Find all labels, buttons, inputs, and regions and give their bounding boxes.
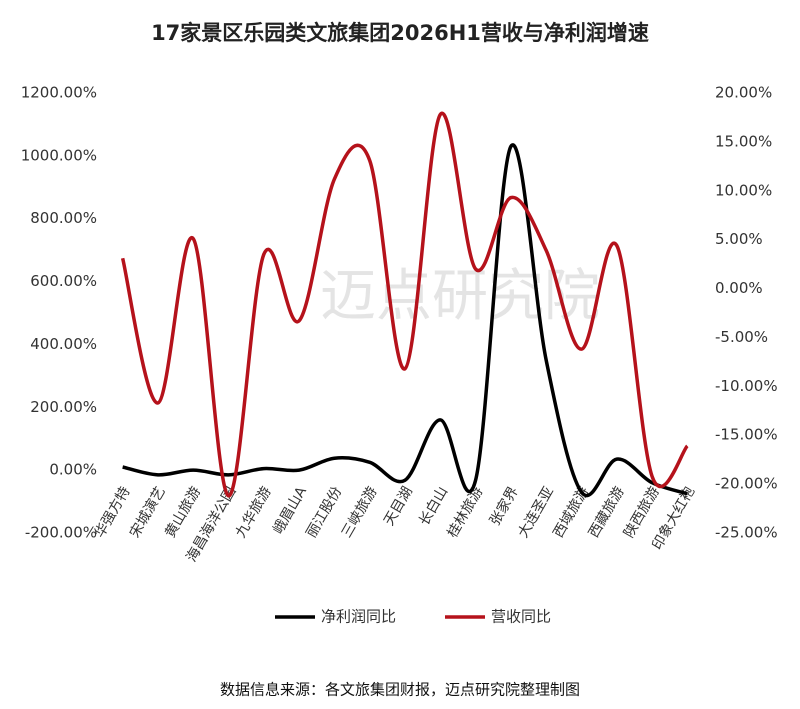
y2-tick-label: 20.00% — [715, 84, 772, 102]
y2-tick-label: -15.00% — [715, 426, 778, 444]
chart-title: 17家景区乐园类文旅集团2026H1营收与净利润增速 — [151, 21, 649, 45]
y-tick-label: 400.00% — [30, 335, 97, 353]
y2-tick-label: -25.00% — [715, 524, 778, 542]
y2-tick-label: -5.00% — [715, 328, 768, 346]
y-tick-label: 0.00% — [49, 461, 97, 479]
watermark: 迈点研究院 — [320, 264, 600, 329]
y-tick-label: -200.00% — [25, 524, 97, 542]
series-line — [122, 143, 688, 498]
y-tick-label: 600.00% — [30, 272, 97, 290]
legend-label: 营收同比 — [491, 608, 551, 626]
x-tick-label: 长白山 — [416, 484, 451, 528]
y-tick-label: 200.00% — [30, 398, 97, 416]
y2-tick-label: 0.00% — [715, 279, 763, 297]
x-tick-label: 峨眉山A — [270, 484, 310, 537]
y2-tick-label: 5.00% — [715, 230, 763, 248]
y-tick-label: 1200.00% — [21, 84, 97, 102]
x-tick-label: 天目湖 — [381, 484, 416, 528]
y2-tick-label: -20.00% — [715, 475, 778, 493]
y2-tick-label: 15.00% — [715, 132, 772, 150]
y-tick-label: 1000.00% — [21, 146, 97, 164]
y2-tick-label: -10.00% — [715, 377, 778, 395]
y-tick-label: 800.00% — [30, 209, 97, 227]
y2-tick-label: 10.00% — [715, 181, 772, 199]
x-tick-label: 张家界 — [486, 484, 522, 529]
series-line — [120, 111, 689, 498]
legend-label: 净利润同比 — [321, 608, 396, 626]
source-note: 数据信息来源：各文旅集团财报，迈点研究院整理制图 — [220, 681, 580, 699]
